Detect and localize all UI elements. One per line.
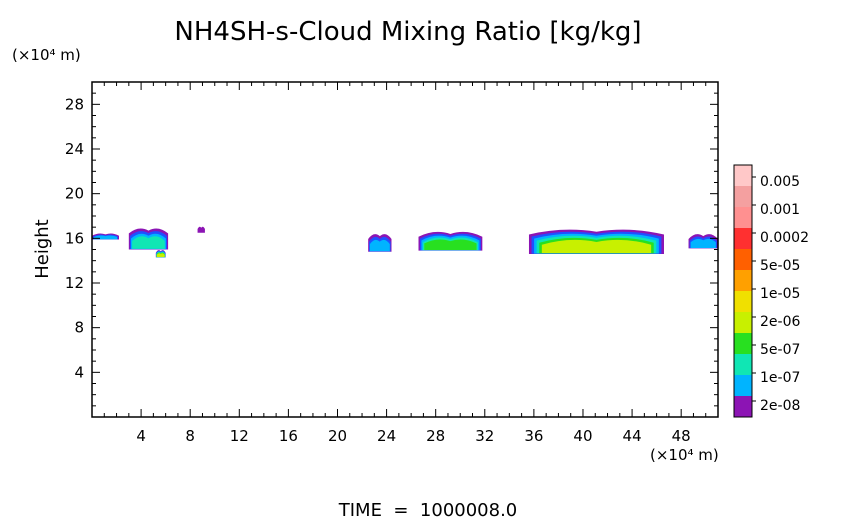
x-axis-unit: (×10⁴ m) (650, 446, 719, 464)
y-tick-label: 16 (65, 229, 84, 247)
chart-title: NH4SH-s-Cloud Mixing Ratio [kg/kg] (174, 17, 641, 47)
x-tick-label: 4 (136, 427, 146, 445)
legend-label: 0.005 (760, 174, 800, 190)
cloud-contour (690, 238, 716, 248)
legend-label: 2e-08 (760, 398, 800, 414)
legend-swatch (734, 165, 752, 187)
legend-label: 1e-07 (760, 370, 800, 386)
legend-swatch (734, 207, 752, 229)
legend-swatch (734, 186, 752, 208)
cloud-contour (541, 239, 652, 254)
legend-swatch (734, 270, 752, 292)
cloud-field (92, 226, 718, 258)
legend-label: 2e-06 (760, 314, 800, 330)
x-tick-label: 24 (377, 427, 396, 445)
legend-swatch (734, 375, 752, 397)
cloud-contour (132, 236, 165, 249)
x-tick-label: 44 (623, 427, 642, 445)
x-tick-label: 16 (279, 427, 298, 445)
x-tick-label: 28 (426, 427, 445, 445)
color-legend: 0.005 0.001 0.0002 5e-05 1e-05 2e-06 5e-07 1e-0… (733, 164, 809, 418)
legend-swatch (734, 291, 752, 313)
legend-label: 0.001 (760, 202, 800, 218)
cloud-contour (197, 226, 205, 233)
y-tick-label: 12 (65, 274, 84, 292)
legend-label: 0.0002 (760, 230, 809, 246)
legend-swatch (734, 354, 752, 376)
y-axis-label: Height (32, 219, 53, 279)
y-tick-label: 24 (65, 140, 84, 158)
cloud-contour (156, 253, 165, 258)
legend-label: 5e-05 (760, 258, 800, 274)
y-tick-label: 20 (65, 185, 84, 203)
cloud-contour (424, 239, 477, 250)
x-tick-label: 36 (524, 427, 543, 445)
legend-frame (733, 164, 753, 418)
y-axis-unit: (×10⁴ m) (12, 46, 81, 64)
legend-swatch (734, 249, 752, 271)
x-tick-label: 32 (475, 427, 494, 445)
x-tick-label: 48 (672, 427, 691, 445)
legend-label: 5e-07 (760, 342, 800, 358)
legend-swatch (734, 333, 752, 355)
x-tick-label: 8 (185, 427, 195, 445)
x-tick-label: 12 (230, 427, 249, 445)
legend-swatch (734, 312, 752, 334)
legend-label: 1e-05 (760, 286, 800, 302)
cloud-contour (369, 239, 390, 252)
legend-swatch (734, 228, 752, 250)
x-tick-label: 40 (573, 427, 592, 445)
y-tick-label: 28 (65, 95, 84, 113)
legend-swatch (734, 396, 752, 417)
plot-frame (91, 81, 719, 418)
x-tick-label: 20 (328, 427, 347, 445)
time-footer: TIME = 1000008.0 (338, 500, 518, 519)
y-tick-label: 4 (74, 363, 84, 381)
y-tick-label: 8 (74, 319, 84, 337)
